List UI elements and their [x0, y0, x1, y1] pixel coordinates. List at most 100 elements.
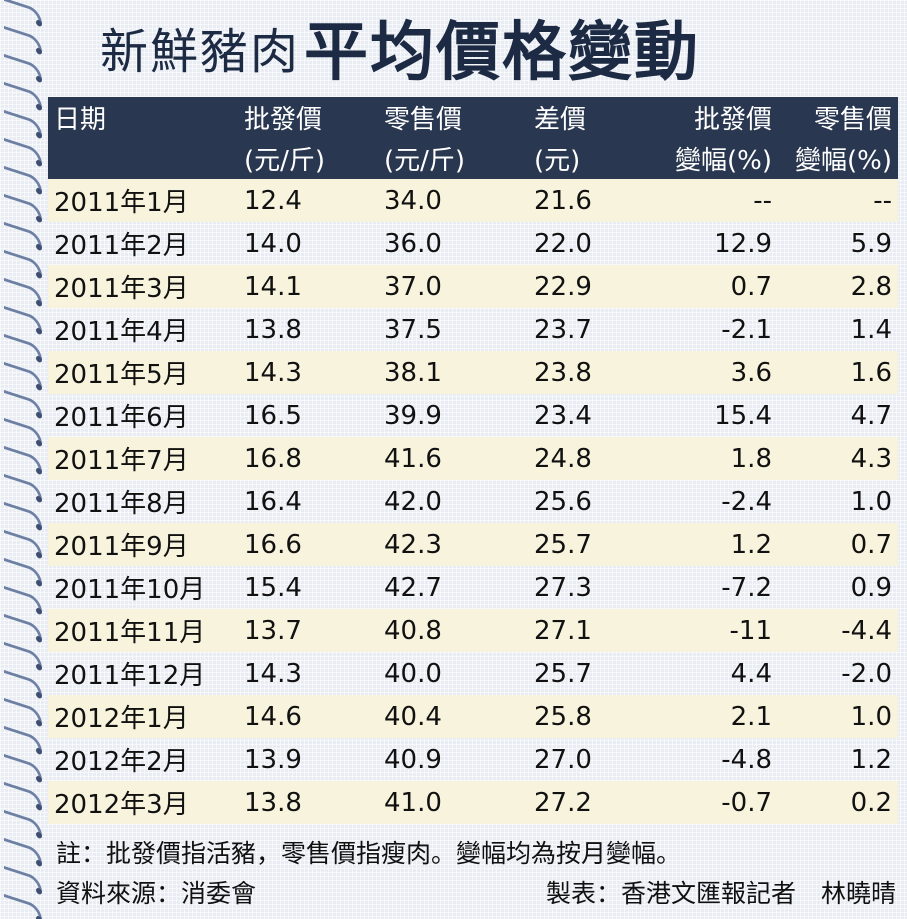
cell-retail: 40.8	[378, 609, 528, 652]
cell-wholesale: 13.8	[244, 314, 302, 345]
cell-retail: 42.7	[384, 572, 442, 603]
cell-retail-change: 4.7	[850, 400, 892, 431]
cell-date: 2011年7月	[48, 437, 238, 480]
cell-retail-change: 4.3	[778, 437, 898, 480]
credit-text: 製表：香港文匯報記者 林曉晴	[545, 879, 896, 908]
header-diff-unit: (元)	[534, 145, 581, 176]
spiral-ring	[4, 641, 42, 669]
title-part-1: 新鮮豬肉	[100, 24, 301, 80]
cell-diff: 25.7	[528, 523, 638, 566]
spiral-ring	[4, 585, 42, 613]
cell-diff: 25.7	[534, 658, 592, 689]
cell-retail-change: -4.4	[778, 609, 898, 652]
table-row: 2011年6月 16.5 39.9 23.4 15.4 4.7	[48, 394, 898, 437]
cell-wholesale-change: -2.1	[721, 314, 772, 345]
cell-wholesale: 13.8	[238, 781, 378, 824]
cell-retail: 38.1	[378, 351, 528, 394]
cell-retail: 36.0	[384, 228, 442, 259]
spiral-ring	[4, 277, 42, 305]
cell-date: 2011年9月	[48, 523, 238, 566]
source-text: 資料來源：消委會	[56, 879, 257, 908]
table-row: 2011年10月 15.4 42.7 27.3 -7.2 0.9	[48, 566, 898, 609]
table-row: 2011年5月 14.3 38.1 23.8 3.6 1.6	[48, 351, 898, 394]
header-retail-change-unit: 變幅(%)	[795, 145, 892, 176]
spiral-ring	[4, 697, 42, 725]
header-wholesale-change-unit: 變幅(%)	[675, 145, 772, 176]
spiral-ring	[4, 333, 42, 361]
cell-retail-change: 2.8	[778, 265, 898, 308]
cell-wholesale-change: 12.9	[714, 228, 772, 259]
cell-diff: 23.7	[534, 314, 592, 345]
cell-retail: 41.0	[378, 781, 528, 824]
cell-wholesale: 14.6	[238, 695, 378, 738]
cell-date: 2011年5月	[48, 351, 238, 394]
cell-wholesale-change: --	[638, 179, 778, 222]
cell-retail: 40.9	[384, 744, 442, 775]
spiral-ring	[4, 53, 42, 81]
footnote: 註：批發價指活豬，零售價指瘦肉。變幅均為按月變幅。	[56, 839, 682, 868]
spiral-ring	[4, 473, 42, 501]
cell-retail-change: -2.0	[841, 658, 892, 689]
table-header: 日期 批發價 零售價 差價 批發價 零售價 (元/斤) (元/斤) (元) 變幅…	[48, 97, 898, 179]
spiral-ring	[4, 557, 42, 585]
cell-date: 2011年6月	[54, 403, 189, 433]
cell-wholesale: 14.0	[244, 228, 302, 259]
cell-wholesale-change: 2.1	[638, 695, 778, 738]
cell-wholesale: 14.1	[238, 265, 378, 308]
cell-wholesale-change: -4.8	[721, 744, 772, 775]
spiral-ring	[4, 81, 42, 109]
header-retail: 零售價	[384, 104, 463, 135]
cell-wholesale: 15.4	[244, 572, 302, 603]
cell-retail-change: 1.0	[778, 695, 898, 738]
cell-retail-change: 5.9	[850, 228, 892, 259]
spiral-ring	[4, 669, 42, 697]
cell-retail: 40.4	[378, 695, 528, 738]
spiral-ring	[4, 221, 42, 249]
cell-wholesale: 13.9	[244, 744, 302, 775]
cell-wholesale-change: -0.7	[638, 781, 778, 824]
cell-date: 2011年10月	[54, 575, 206, 605]
cell-date: 2012年2月	[54, 747, 189, 777]
cell-retail-change: 0.9	[850, 572, 892, 603]
title-part-2: 平均價格變動	[304, 15, 701, 90]
spiral-ring	[4, 389, 42, 417]
cell-wholesale-change: 4.4	[730, 658, 772, 689]
cell-wholesale: 12.4	[238, 179, 378, 222]
spiral-ring	[4, 529, 42, 557]
spiral-ring	[4, 137, 42, 165]
cell-wholesale-change: 3.6	[638, 351, 778, 394]
cell-diff: 24.8	[528, 437, 638, 480]
table-row: 2012年3月 13.8 41.0 27.2 -0.7 0.2	[48, 781, 898, 824]
cell-retail-change: 1.4	[850, 314, 892, 345]
cell-diff: 25.8	[528, 695, 638, 738]
spiral-ring	[4, 417, 42, 445]
cell-retail: 39.9	[384, 400, 442, 431]
cell-wholesale-change: 0.7	[638, 265, 778, 308]
spiral-ring	[4, 837, 42, 865]
cell-retail-change: 1.6	[778, 351, 898, 394]
cell-wholesale: 16.6	[238, 523, 378, 566]
cell-retail: 42.0	[384, 486, 442, 517]
spiral-ring	[4, 305, 42, 333]
cell-retail-change: 1.2	[850, 744, 892, 775]
table-row: 2011年3月 14.1 37.0 22.9 0.7 2.8	[48, 265, 898, 308]
cell-wholesale: 14.3	[238, 351, 378, 394]
spiral-ring	[4, 445, 42, 473]
cell-wholesale: 13.7	[238, 609, 378, 652]
cell-date: 2012年3月	[48, 781, 238, 824]
cell-wholesale: 16.8	[238, 437, 378, 480]
cell-retail: 37.0	[378, 265, 528, 308]
spiral-ring	[4, 893, 42, 919]
cell-retail: 40.0	[384, 658, 442, 689]
cell-diff: 27.1	[528, 609, 638, 652]
header-retail-unit: (元/斤)	[384, 145, 466, 176]
spiral-ring	[4, 809, 42, 837]
page-title: 新鮮豬肉 平均價格變動	[100, 4, 700, 90]
spiral-ring	[4, 613, 42, 641]
cell-date: 2011年3月	[48, 265, 238, 308]
table-row: 2012年1月 14.6 40.4 25.8 2.1 1.0	[48, 695, 898, 738]
header-wholesale-unit: (元/斤)	[244, 145, 326, 176]
table-row: 2011年4月 13.8 37.5 23.7 -2.1 1.4	[48, 308, 898, 351]
spiral-ring	[4, 165, 42, 193]
